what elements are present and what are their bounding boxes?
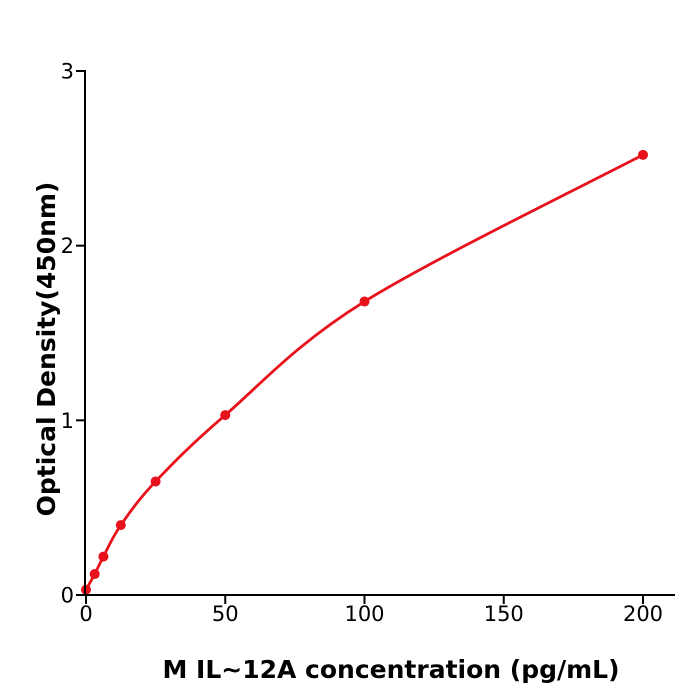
y-tick-label: 1 bbox=[61, 409, 74, 433]
y-tick-label: 2 bbox=[61, 234, 74, 258]
x-axis-title: M IL~12A concentration (pg/mL) bbox=[162, 655, 619, 684]
x-tick-label: 150 bbox=[484, 602, 524, 626]
data-point bbox=[359, 296, 370, 307]
data-point bbox=[150, 476, 161, 487]
x-tick-label: 100 bbox=[344, 602, 384, 626]
x-tick-label: 0 bbox=[79, 602, 92, 626]
y-axis-title: Optical Density(450nm) bbox=[32, 182, 61, 517]
series-layer bbox=[81, 149, 648, 595]
axes-layer bbox=[76, 69, 675, 604]
standard-curve-line bbox=[84, 153, 645, 592]
y-tick-label: 0 bbox=[61, 584, 74, 608]
x-tick-label: 50 bbox=[212, 602, 239, 626]
data-point bbox=[98, 551, 109, 562]
data-point bbox=[89, 569, 100, 580]
y-tick-label: 3 bbox=[61, 59, 74, 83]
tick-layer: 0 50 100 150 200 0 1 2 3 bbox=[61, 59, 663, 626]
data-point bbox=[115, 520, 126, 531]
x-tick-label: 200 bbox=[623, 602, 663, 626]
data-point bbox=[220, 410, 231, 421]
data-point bbox=[638, 149, 648, 160]
